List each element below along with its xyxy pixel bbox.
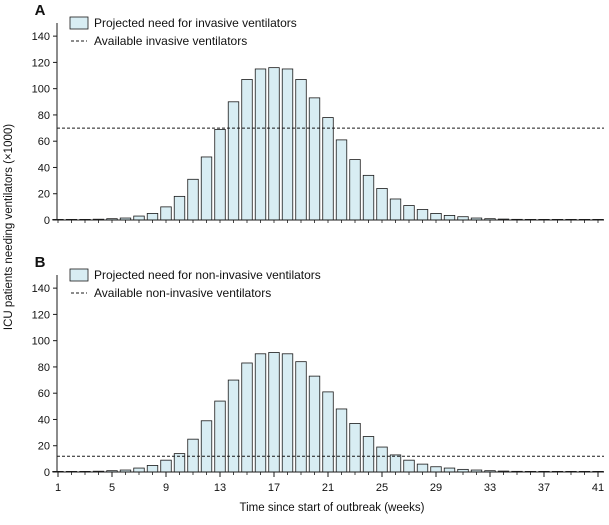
legend-swatch-bar: [69, 16, 89, 30]
bar: [389, 454, 402, 473]
x-tick-label: 21: [322, 482, 334, 494]
bar: [349, 423, 361, 473]
panel-a: A 0 20 40 60 80 100 120 140 Projected need for in…: [32, 2, 604, 227]
bar: [443, 214, 456, 221]
bar: [443, 467, 456, 473]
y-tick-label: 100: [32, 336, 50, 348]
bar: [173, 195, 186, 221]
x-tick-label: 1: [55, 482, 61, 494]
bar: [133, 467, 145, 473]
y-tick-label: 120: [32, 57, 50, 69]
bar: [295, 361, 307, 473]
bar: [376, 446, 388, 473]
y-tick-label: 100: [32, 84, 50, 96]
bar: [200, 156, 213, 221]
bar: [295, 79, 307, 221]
bar: [376, 188, 388, 221]
y-tick-label: 40: [38, 162, 50, 174]
bar: [146, 465, 159, 473]
bar: [241, 79, 253, 221]
legend-label-threshold: Available invasive ventilators: [94, 34, 247, 48]
bar: [133, 215, 145, 221]
y-tick-label: 60: [38, 388, 50, 400]
bar: [403, 205, 415, 221]
y-tick-label: 140: [32, 283, 50, 295]
bar: [187, 438, 199, 473]
bar: [362, 436, 375, 473]
y-tick-label: 40: [38, 414, 50, 426]
y-tick-label: 0: [44, 467, 50, 479]
panel-b: B 0 20 40 60 80 100 120 140 1 5 9 13 17 21 25 29 33 37 41 Pr…: [32, 254, 604, 494]
bar: [254, 68, 267, 221]
legend-label-threshold: Available non-invasive ventilators: [94, 286, 271, 300]
bar: [214, 400, 226, 473]
bar: [430, 466, 442, 473]
bar: [308, 375, 321, 473]
bar: [349, 159, 361, 221]
y-tick-label: 80: [38, 362, 50, 374]
bar: [416, 463, 429, 473]
bar: [322, 391, 334, 473]
bar: [227, 101, 240, 221]
legend-label-series: Projected need for non-invasive ventilat…: [94, 268, 321, 282]
x-tick-label: 13: [214, 482, 226, 494]
panel-letter: A: [35, 2, 46, 19]
x-tick-label: 29: [430, 482, 442, 494]
bar: [227, 379, 240, 473]
bar: [430, 213, 442, 221]
x-tick-label: 25: [376, 482, 388, 494]
x-tick-label: 5: [109, 482, 115, 494]
y-tick-label: 20: [38, 189, 50, 201]
bar: [335, 408, 348, 473]
bar: [268, 352, 280, 473]
bar: [416, 209, 429, 221]
bar: [403, 459, 415, 473]
bar: [308, 97, 321, 221]
x-tick-label: 41: [592, 482, 604, 494]
legend-swatch-bar: [69, 268, 89, 282]
bar: [200, 420, 213, 473]
bar: [254, 353, 267, 473]
panel-letter: B: [35, 254, 46, 271]
x-tick-label: 17: [268, 482, 280, 494]
y-axis-label: ICU patients needing ventilators (×1000): [3, 124, 15, 330]
y-tick-label: 80: [38, 110, 50, 122]
bar: [335, 139, 348, 221]
bar: [187, 178, 199, 221]
bar: [281, 353, 294, 473]
y-tick-label: 120: [32, 309, 50, 321]
bar: [241, 362, 253, 473]
bar: [214, 128, 226, 221]
x-tick-label: 33: [484, 482, 496, 494]
x-tick-label: 9: [163, 482, 169, 494]
y-tick-label: 0: [44, 215, 50, 227]
y-tick-label: 20: [38, 441, 50, 453]
bar: [160, 459, 172, 473]
bar: [362, 174, 375, 221]
y-tick-label: 140: [32, 31, 50, 43]
y-tick-label: 60: [38, 136, 50, 148]
bar: [281, 68, 294, 221]
x-tick-label: 37: [538, 482, 550, 494]
bar: [389, 198, 402, 221]
bar: [160, 206, 172, 221]
bar: [322, 117, 334, 221]
legend-label-series: Projected need for invasive ventilators: [94, 16, 297, 30]
bar: [146, 213, 159, 221]
bar: [268, 67, 280, 221]
x-axis-label: Time since start of outbreak (weeks): [240, 502, 425, 514]
